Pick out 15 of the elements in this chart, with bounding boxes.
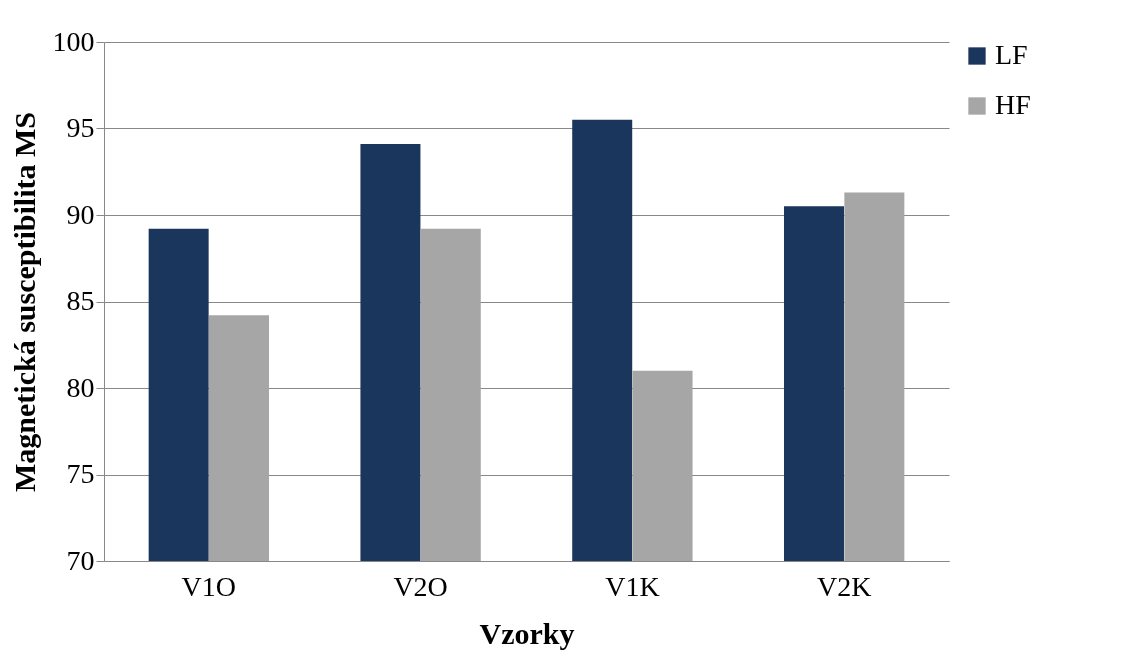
legend-label: LF — [995, 39, 1028, 70]
y-tick-label: 90 — [66, 198, 95, 230]
legend-label: HF — [995, 89, 1031, 120]
y-tick-label: 100 — [52, 25, 95, 57]
x-tick-label: V2O — [393, 570, 448, 602]
x-tick-label: V2K — [816, 570, 872, 602]
y-tick-label: 95 — [66, 112, 95, 143]
x-tick-label: V1O — [181, 570, 237, 602]
y-tick-label: 80 — [66, 371, 95, 403]
x-axis-title: Vzorky — [479, 616, 575, 650]
y-tick-label: 85 — [66, 285, 95, 316]
y-axis-title: Magnetická susceptibilita MS — [7, 112, 41, 492]
y-tick-label: 70 — [66, 544, 95, 576]
x-tick-label: V1K — [605, 570, 660, 602]
y-tick-label: 75 — [66, 458, 95, 489]
